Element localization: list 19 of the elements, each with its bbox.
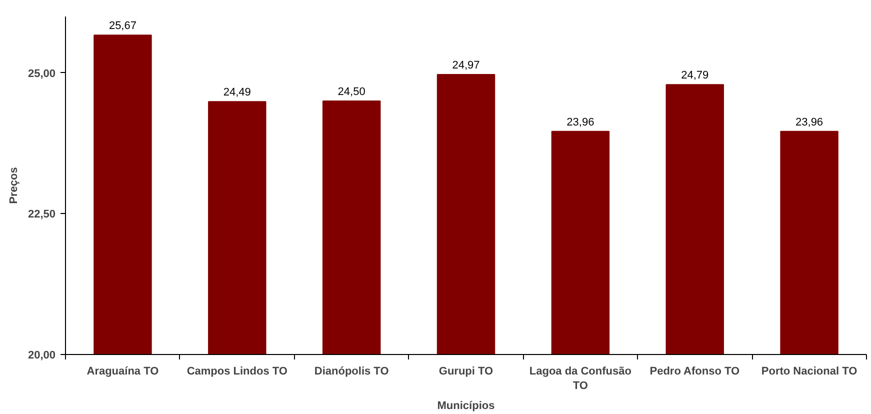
x-tick-label: Gurupi TO (438, 366, 494, 378)
data-label: 24,49 (223, 86, 251, 99)
data-label: 24,97 (452, 60, 480, 72)
data-label: 24,79 (681, 70, 709, 82)
y-tick-label: 20,00 (28, 350, 56, 362)
data-label: 25,67 (108, 20, 136, 32)
data-label: 24,50 (338, 86, 366, 98)
x-tick-label: Pedro Afonso TO (650, 366, 740, 378)
y-tick-label: 25,00 (28, 68, 56, 80)
data-label: 23,96 (566, 116, 594, 128)
x-tick-label: Porto Nacional TO (761, 366, 858, 378)
x-axis-title: Municípios (437, 400, 495, 412)
x-tick-label: Campos Lindos TO (186, 366, 288, 378)
x-tick-label: Araguaína TO (86, 366, 160, 378)
y-axis-title: Preços (8, 167, 20, 204)
x-tick-label: Dianópolis TO (314, 366, 390, 378)
y-tick-label: 22,50 (28, 208, 56, 221)
data-label: 23,96 (796, 116, 824, 128)
x-tick-label: Lagoa da Confusão TO (529, 366, 632, 392)
